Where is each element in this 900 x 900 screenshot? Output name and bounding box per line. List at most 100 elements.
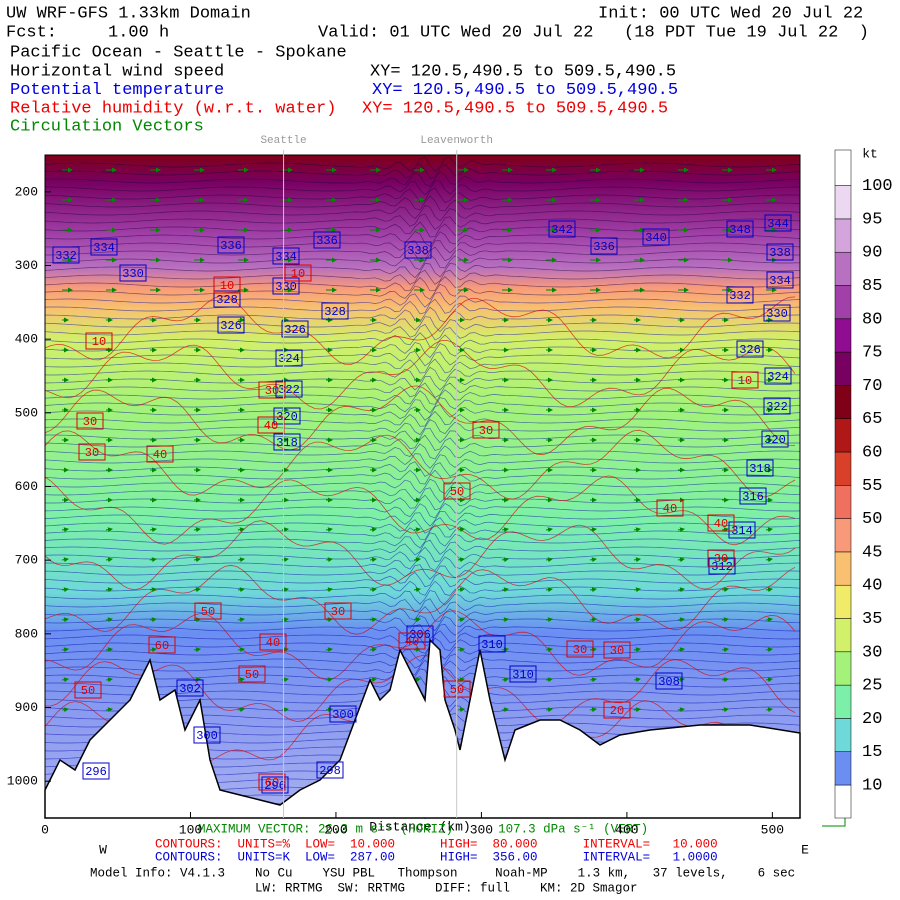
theta-label-box — [763, 397, 791, 415]
theta-contour — [44, 443, 801, 460]
vector — [149, 617, 157, 623]
rh-label: 60 — [155, 639, 169, 653]
theta-label: 324 — [278, 352, 300, 366]
vector — [765, 707, 773, 713]
theta-label: 300 — [332, 708, 354, 722]
vector — [501, 617, 509, 623]
theta-label: 320 — [276, 410, 298, 424]
east-end: E — [801, 842, 809, 857]
theta-contour — [44, 676, 801, 692]
vector — [633, 677, 641, 683]
colorbar-box — [834, 218, 852, 253]
rh-label-box — [284, 264, 312, 282]
vector — [237, 707, 245, 713]
theta-label: 336 — [593, 240, 615, 254]
theta-label-box — [739, 487, 767, 505]
colorbar-box — [834, 185, 852, 220]
vector — [633, 647, 641, 653]
field-xy: XY= 120.5,490.5 to 509.5,490.5 — [370, 62, 676, 81]
rh-contour — [44, 429, 796, 500]
theta-contour — [44, 221, 801, 238]
theta-label: 310 — [481, 638, 503, 652]
theta-label-box — [217, 316, 245, 334]
colorbar-box — [834, 751, 852, 786]
colorbar-box — [834, 351, 852, 386]
max-vector: MAXIMUM VECTOR: 26.3 m s⁻¹ (HORIZ) 107.3… — [198, 822, 648, 836]
vector — [545, 677, 553, 683]
vector — [61, 587, 69, 593]
vector — [237, 647, 245, 653]
theta-contour — [44, 410, 801, 427]
vector — [765, 647, 773, 653]
colorbar-label: 15 — [862, 743, 882, 762]
theta-label-box — [642, 228, 670, 246]
theta-label-box — [273, 407, 301, 425]
rh-label-box — [85, 332, 113, 350]
theta-contour — [44, 524, 801, 541]
theta-contour — [44, 615, 801, 632]
theta-label: 330 — [275, 280, 297, 294]
vector — [149, 647, 157, 653]
theta-contour — [44, 350, 801, 367]
vector — [501, 527, 509, 533]
theta-contour — [44, 163, 801, 179]
theta-label-box — [273, 433, 301, 451]
rh-label-box — [76, 412, 104, 430]
theta-label-box — [726, 286, 754, 304]
rh-label-box — [258, 773, 286, 791]
rh-label-box — [74, 681, 102, 699]
rh-label-box — [707, 514, 735, 532]
vector — [545, 617, 553, 623]
theta-label-box — [261, 776, 289, 794]
theta-contour — [44, 517, 801, 534]
theta-contour — [44, 269, 801, 285]
colorbar-label: 35 — [862, 610, 882, 629]
theta-contour — [44, 366, 801, 383]
vector — [61, 647, 69, 653]
rh-label-box — [398, 632, 426, 650]
theta-label: 334 — [275, 250, 297, 264]
vector — [501, 587, 509, 593]
vector — [149, 527, 157, 533]
theta-label: 348 — [729, 223, 751, 237]
colorbar-label: 90 — [862, 244, 882, 263]
rh-label: 10 — [220, 279, 234, 293]
colorbar-label: 100 — [862, 177, 893, 196]
y-tick-label: 800 — [15, 626, 38, 641]
rh-contour — [44, 564, 796, 635]
theta-label: 332 — [55, 249, 77, 263]
vector — [193, 527, 201, 533]
theta-label: 340 — [645, 231, 667, 245]
theta-contour — [44, 580, 801, 596]
theta-label-box — [193, 726, 221, 744]
vector — [677, 707, 685, 713]
vector — [721, 587, 729, 593]
theta-label-box — [509, 665, 537, 683]
vector — [237, 587, 245, 593]
rh-label: 20 — [610, 704, 624, 718]
vector — [149, 557, 157, 563]
theta-label-box — [213, 290, 241, 308]
vector — [193, 557, 201, 563]
theta-label: 308 — [658, 675, 680, 689]
colorbar-label: 95 — [862, 210, 882, 229]
vector — [677, 587, 685, 593]
rh-label-box — [324, 602, 352, 620]
theta-contour — [44, 606, 801, 622]
vector — [721, 677, 729, 683]
vector — [545, 557, 553, 563]
theta-label: 334 — [769, 274, 791, 288]
rh-contour — [45, 654, 796, 725]
model-title: UW WRF-GFS 1.33km Domain — [6, 4, 251, 23]
field-xy: XY= 120.5,490.5 to 509.5,490.5 — [372, 81, 678, 100]
colorbar-box — [834, 418, 852, 453]
theta-contour — [45, 555, 801, 572]
vector — [457, 557, 465, 563]
field-name: Horizontal wind speed — [10, 62, 224, 81]
theta-label: 328 — [216, 293, 238, 307]
theta-contour — [44, 254, 801, 270]
theta-label: 334 — [93, 241, 115, 255]
circulation-vectors — [61, 167, 777, 713]
x-tick-label: 0 — [41, 822, 49, 837]
